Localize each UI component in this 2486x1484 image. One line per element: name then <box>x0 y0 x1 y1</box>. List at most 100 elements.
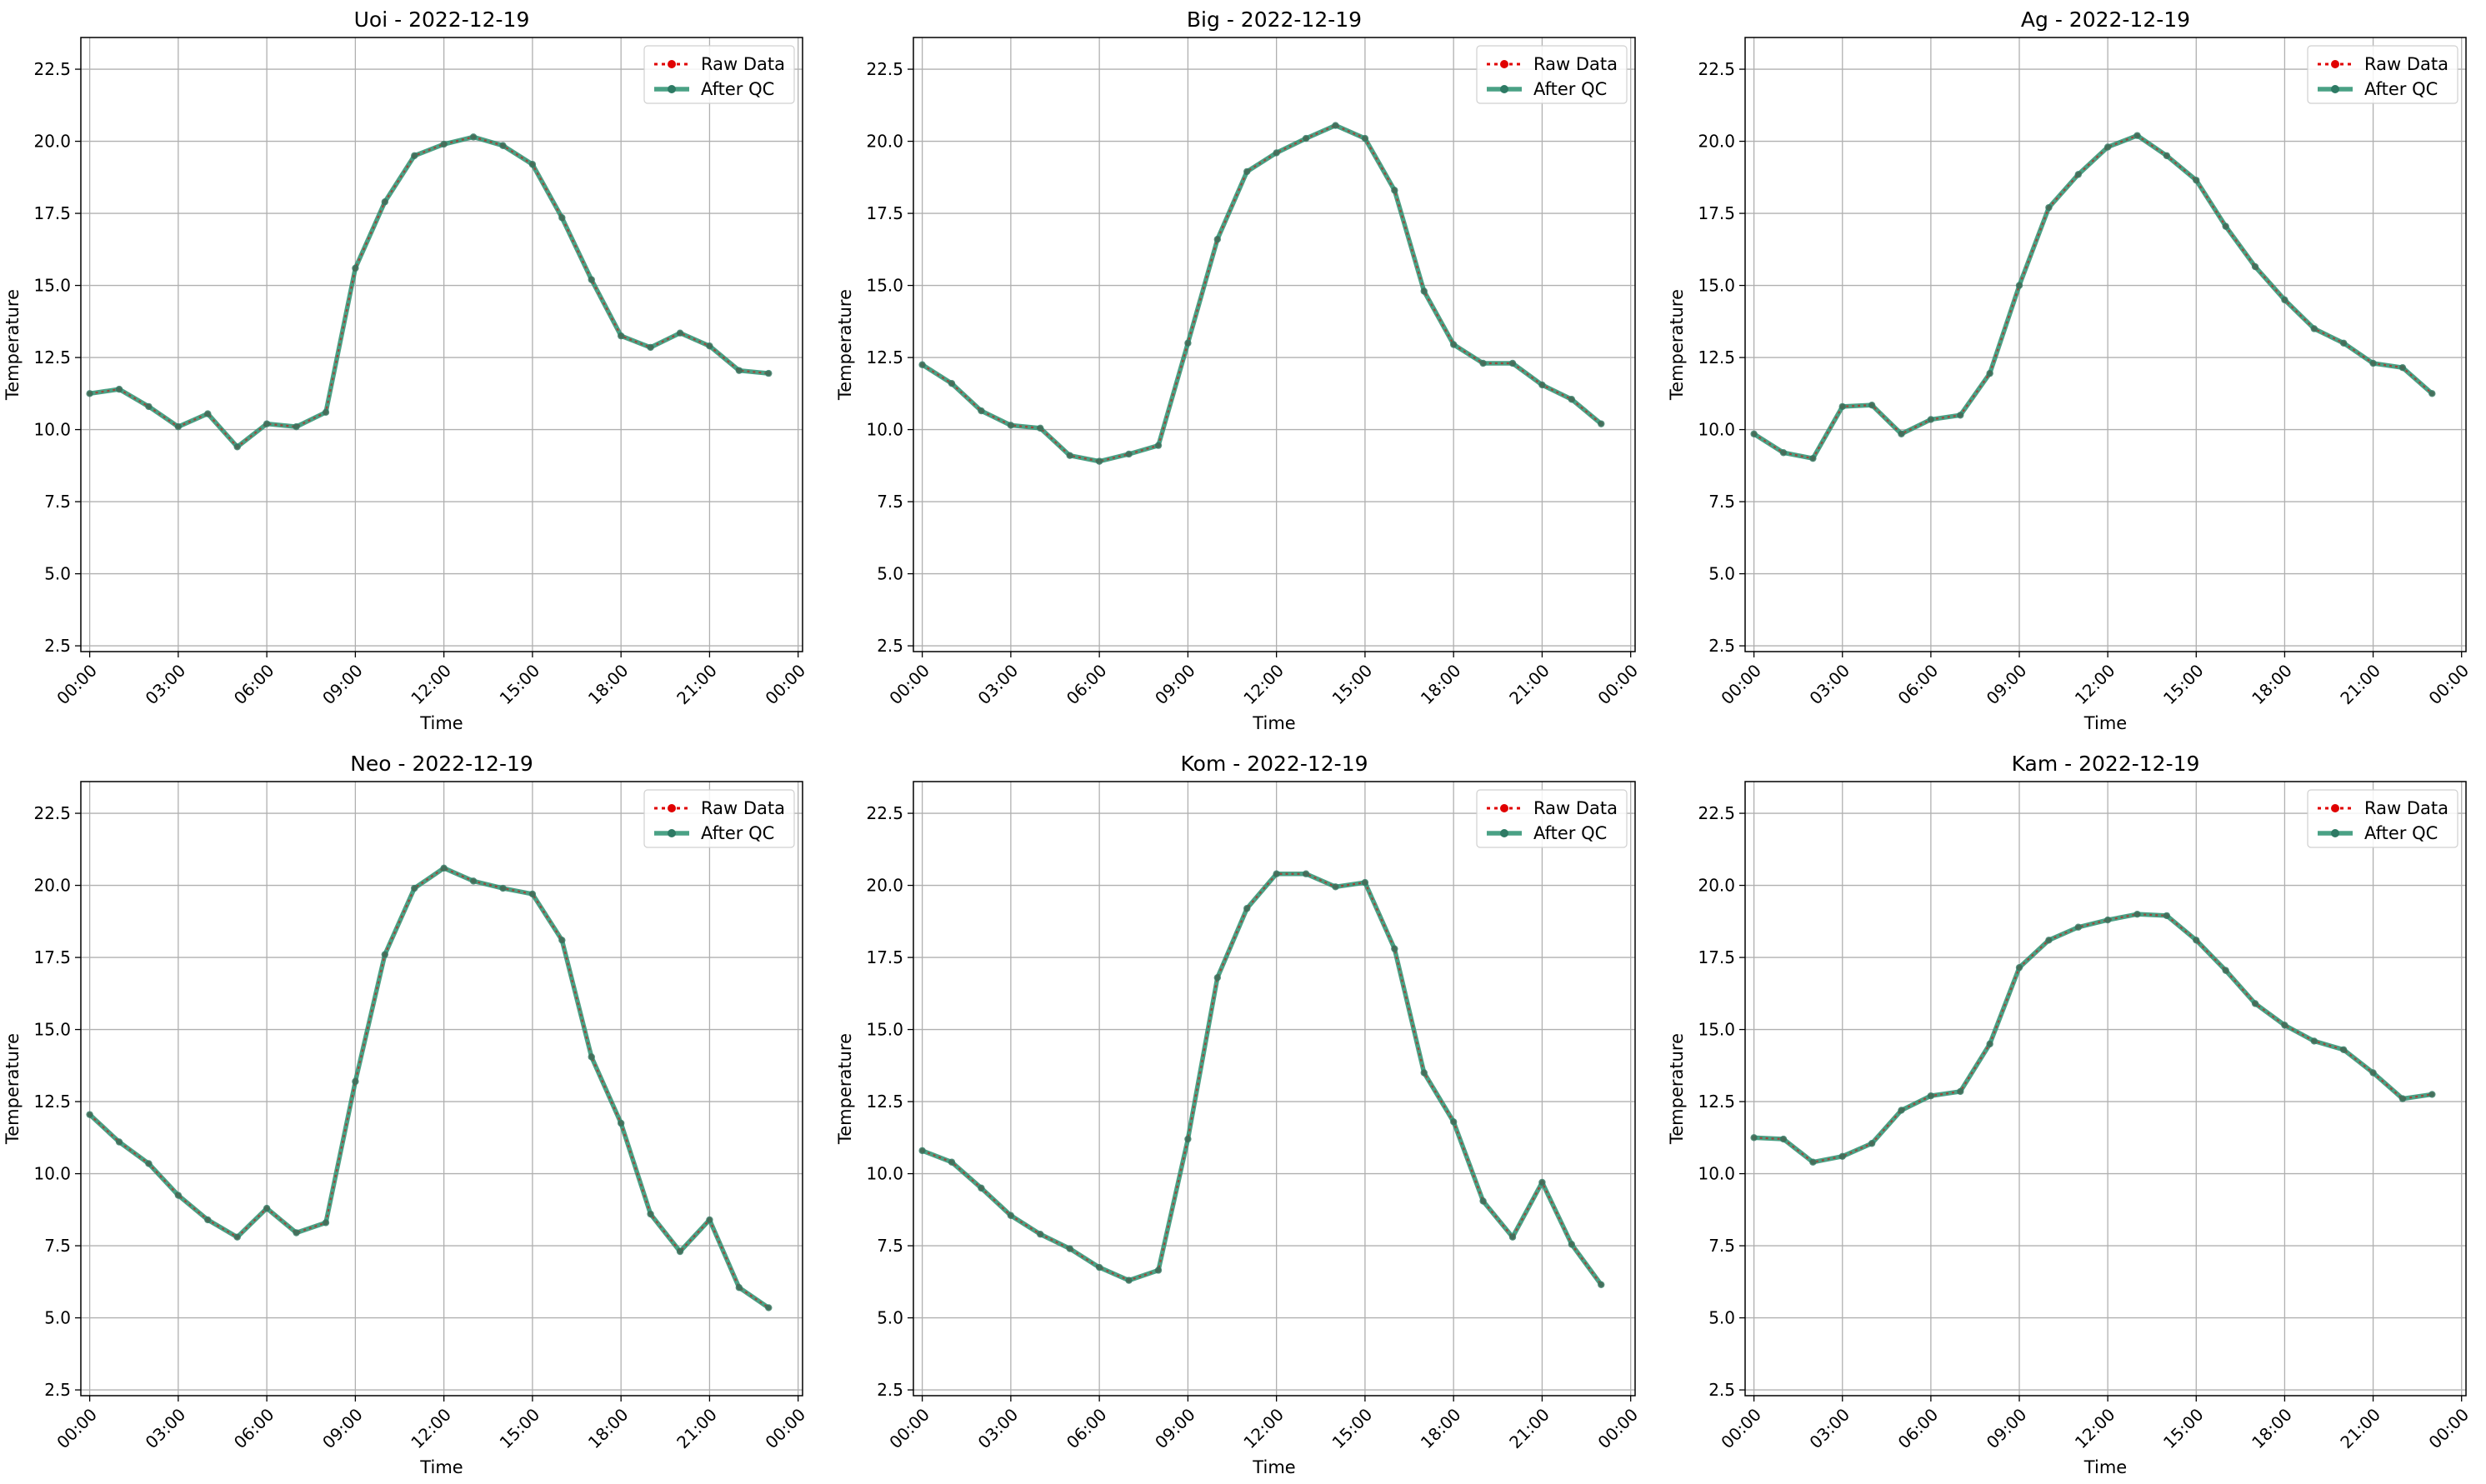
data-point-after-qc <box>1154 442 1163 449</box>
data-point-after-qc <box>1391 945 1398 952</box>
axes-frame <box>80 37 803 652</box>
data-point-after-qc <box>735 1284 743 1292</box>
y-tick-label: 20.0 <box>33 132 71 152</box>
x-tick-label: 09:00 <box>1983 660 2031 708</box>
y-tick-label: 17.5 <box>33 203 71 223</box>
data-point-after-qc <box>469 877 478 885</box>
y-tick-label: 12.5 <box>866 1092 903 1112</box>
data-point-after-qc <box>352 1077 359 1086</box>
legend-label-raw: Raw Data <box>2364 54 2448 74</box>
legend-label-qc: After QC <box>2364 823 2438 843</box>
y-tick-label: 12.5 <box>1698 347 1735 367</box>
data-point-after-qc <box>1957 1087 1964 1096</box>
data-point-after-qc <box>617 332 625 340</box>
subplot-1: 2.5 5.0 7.5 10.0 12.5 15.0 17.5 20.0 22.5 00:00 03… <box>3 7 809 733</box>
data-point-after-qc <box>1927 1092 1935 1100</box>
data-point-after-qc <box>617 1119 625 1127</box>
data-point-after-qc <box>1568 396 1576 403</box>
data-point-after-qc <box>1420 287 1428 295</box>
x-tick-label: 15:00 <box>1328 1404 1377 1452</box>
series-line-after-qc <box>87 866 772 1311</box>
data-point-after-qc <box>2281 296 2288 304</box>
data-point-after-qc <box>2251 1000 2259 1007</box>
x-tick-label: 21:00 <box>673 1404 721 1452</box>
legend-swatch-raw-marker <box>668 804 676 812</box>
data-point-after-qc <box>647 1210 654 1218</box>
data-point-after-qc <box>1898 1107 1905 1114</box>
data-point-after-qc <box>1479 359 1487 367</box>
data-point-after-qc <box>1986 1040 1993 1048</box>
series-line-after-qc <box>1751 132 2435 461</box>
axes-frame <box>80 781 803 1397</box>
data-point-after-qc <box>2251 262 2259 271</box>
data-point-after-qc <box>765 1304 773 1312</box>
y-tick-label: 10.0 <box>1698 420 1735 440</box>
data-point-after-qc <box>2398 1095 2407 1102</box>
y-tick-label: 15.0 <box>33 276 71 296</box>
data-point-after-qc <box>1066 452 1073 459</box>
y-tick-label: 10.0 <box>33 1164 71 1184</box>
legend-label-qc: After QC <box>701 823 774 843</box>
data-point-after-qc <box>352 264 359 272</box>
data-point-after-qc <box>1449 341 1458 348</box>
x-tick-label: 03:00 <box>142 660 190 708</box>
legend-label-raw: Raw Data <box>1533 798 1618 818</box>
y-tick-label: 17.5 <box>1698 947 1735 967</box>
data-point-after-qc <box>1809 454 1817 462</box>
x-axis-label: Time <box>1252 1457 1295 1477</box>
x-tick-label: 00:00 <box>1717 1404 1765 1452</box>
series-line-after-qc <box>919 122 1604 464</box>
data-point-after-qc <box>1007 1212 1015 1219</box>
data-point-after-qc <box>2163 152 2171 160</box>
legend-label-raw: Raw Data <box>701 54 785 74</box>
data-point-after-qc <box>1750 430 1758 437</box>
data-point-after-qc <box>1125 450 1133 458</box>
y-tick-label: 20.0 <box>866 876 903 896</box>
x-tick-label: 12:00 <box>2071 1404 2119 1452</box>
y-tick-label: 7.5 <box>44 492 71 512</box>
data-point-after-qc <box>2222 222 2229 230</box>
data-point-after-qc <box>558 214 566 222</box>
data-point-after-qc <box>1479 1197 1487 1205</box>
x-tick-label: 00:00 <box>53 660 101 708</box>
x-axis-label: Time <box>2083 713 2127 733</box>
data-point-after-qc <box>706 342 713 350</box>
y-tick-label: 5.0 <box>44 564 71 584</box>
legend: Raw Data After QC <box>2307 789 2458 848</box>
y-tick-label: 2.5 <box>44 636 71 656</box>
legend-swatch-qc-marker <box>2331 85 2339 93</box>
x-tick-label: 00:00 <box>1593 1404 1642 1452</box>
data-point-after-qc <box>1568 1241 1576 1248</box>
data-point-after-qc <box>1838 402 1846 411</box>
y-tick-label: 5.0 <box>44 1308 71 1328</box>
x-tick-label: 03:00 <box>142 1404 190 1452</box>
series-line-raw-data <box>1753 913 2433 1163</box>
x-tick-label: 00:00 <box>2424 1404 2473 1452</box>
data-point-after-qc <box>174 422 183 431</box>
x-tick-label: 09:00 <box>318 660 367 708</box>
data-point-after-qc <box>2074 923 2082 931</box>
y-axis-label: Temperature <box>1667 289 1687 401</box>
data-point-after-qc <box>263 420 271 427</box>
x-tick-label: 15:00 <box>496 1404 544 1452</box>
x-tick-label: 18:00 <box>584 660 633 708</box>
data-point-after-qc <box>1273 149 1280 157</box>
x-tick-label: 21:00 <box>1505 1404 1553 1452</box>
data-point-after-qc <box>765 369 773 377</box>
data-point-after-qc <box>2015 282 2023 289</box>
x-tick-label: 03:00 <box>1805 660 1853 708</box>
x-tick-label: 03:00 <box>1805 1404 1853 1452</box>
data-point-after-qc <box>1184 1135 1192 1143</box>
y-tick-label: 12.5 <box>866 347 903 367</box>
data-point-after-qc <box>2163 912 2171 920</box>
series-line-raw-data <box>1753 134 2433 460</box>
data-point-after-qc <box>1302 134 1310 142</box>
data-point-after-qc <box>1420 1069 1428 1077</box>
y-axis-label: Temperature <box>1667 1033 1687 1145</box>
data-point-after-qc <box>1927 416 1935 423</box>
data-point-after-qc <box>647 343 654 352</box>
x-tick-label: 18:00 <box>2248 1404 2296 1452</box>
data-point-after-qc <box>1332 883 1339 891</box>
data-point-after-qc <box>1361 134 1369 142</box>
data-point-after-qc <box>1095 457 1103 465</box>
